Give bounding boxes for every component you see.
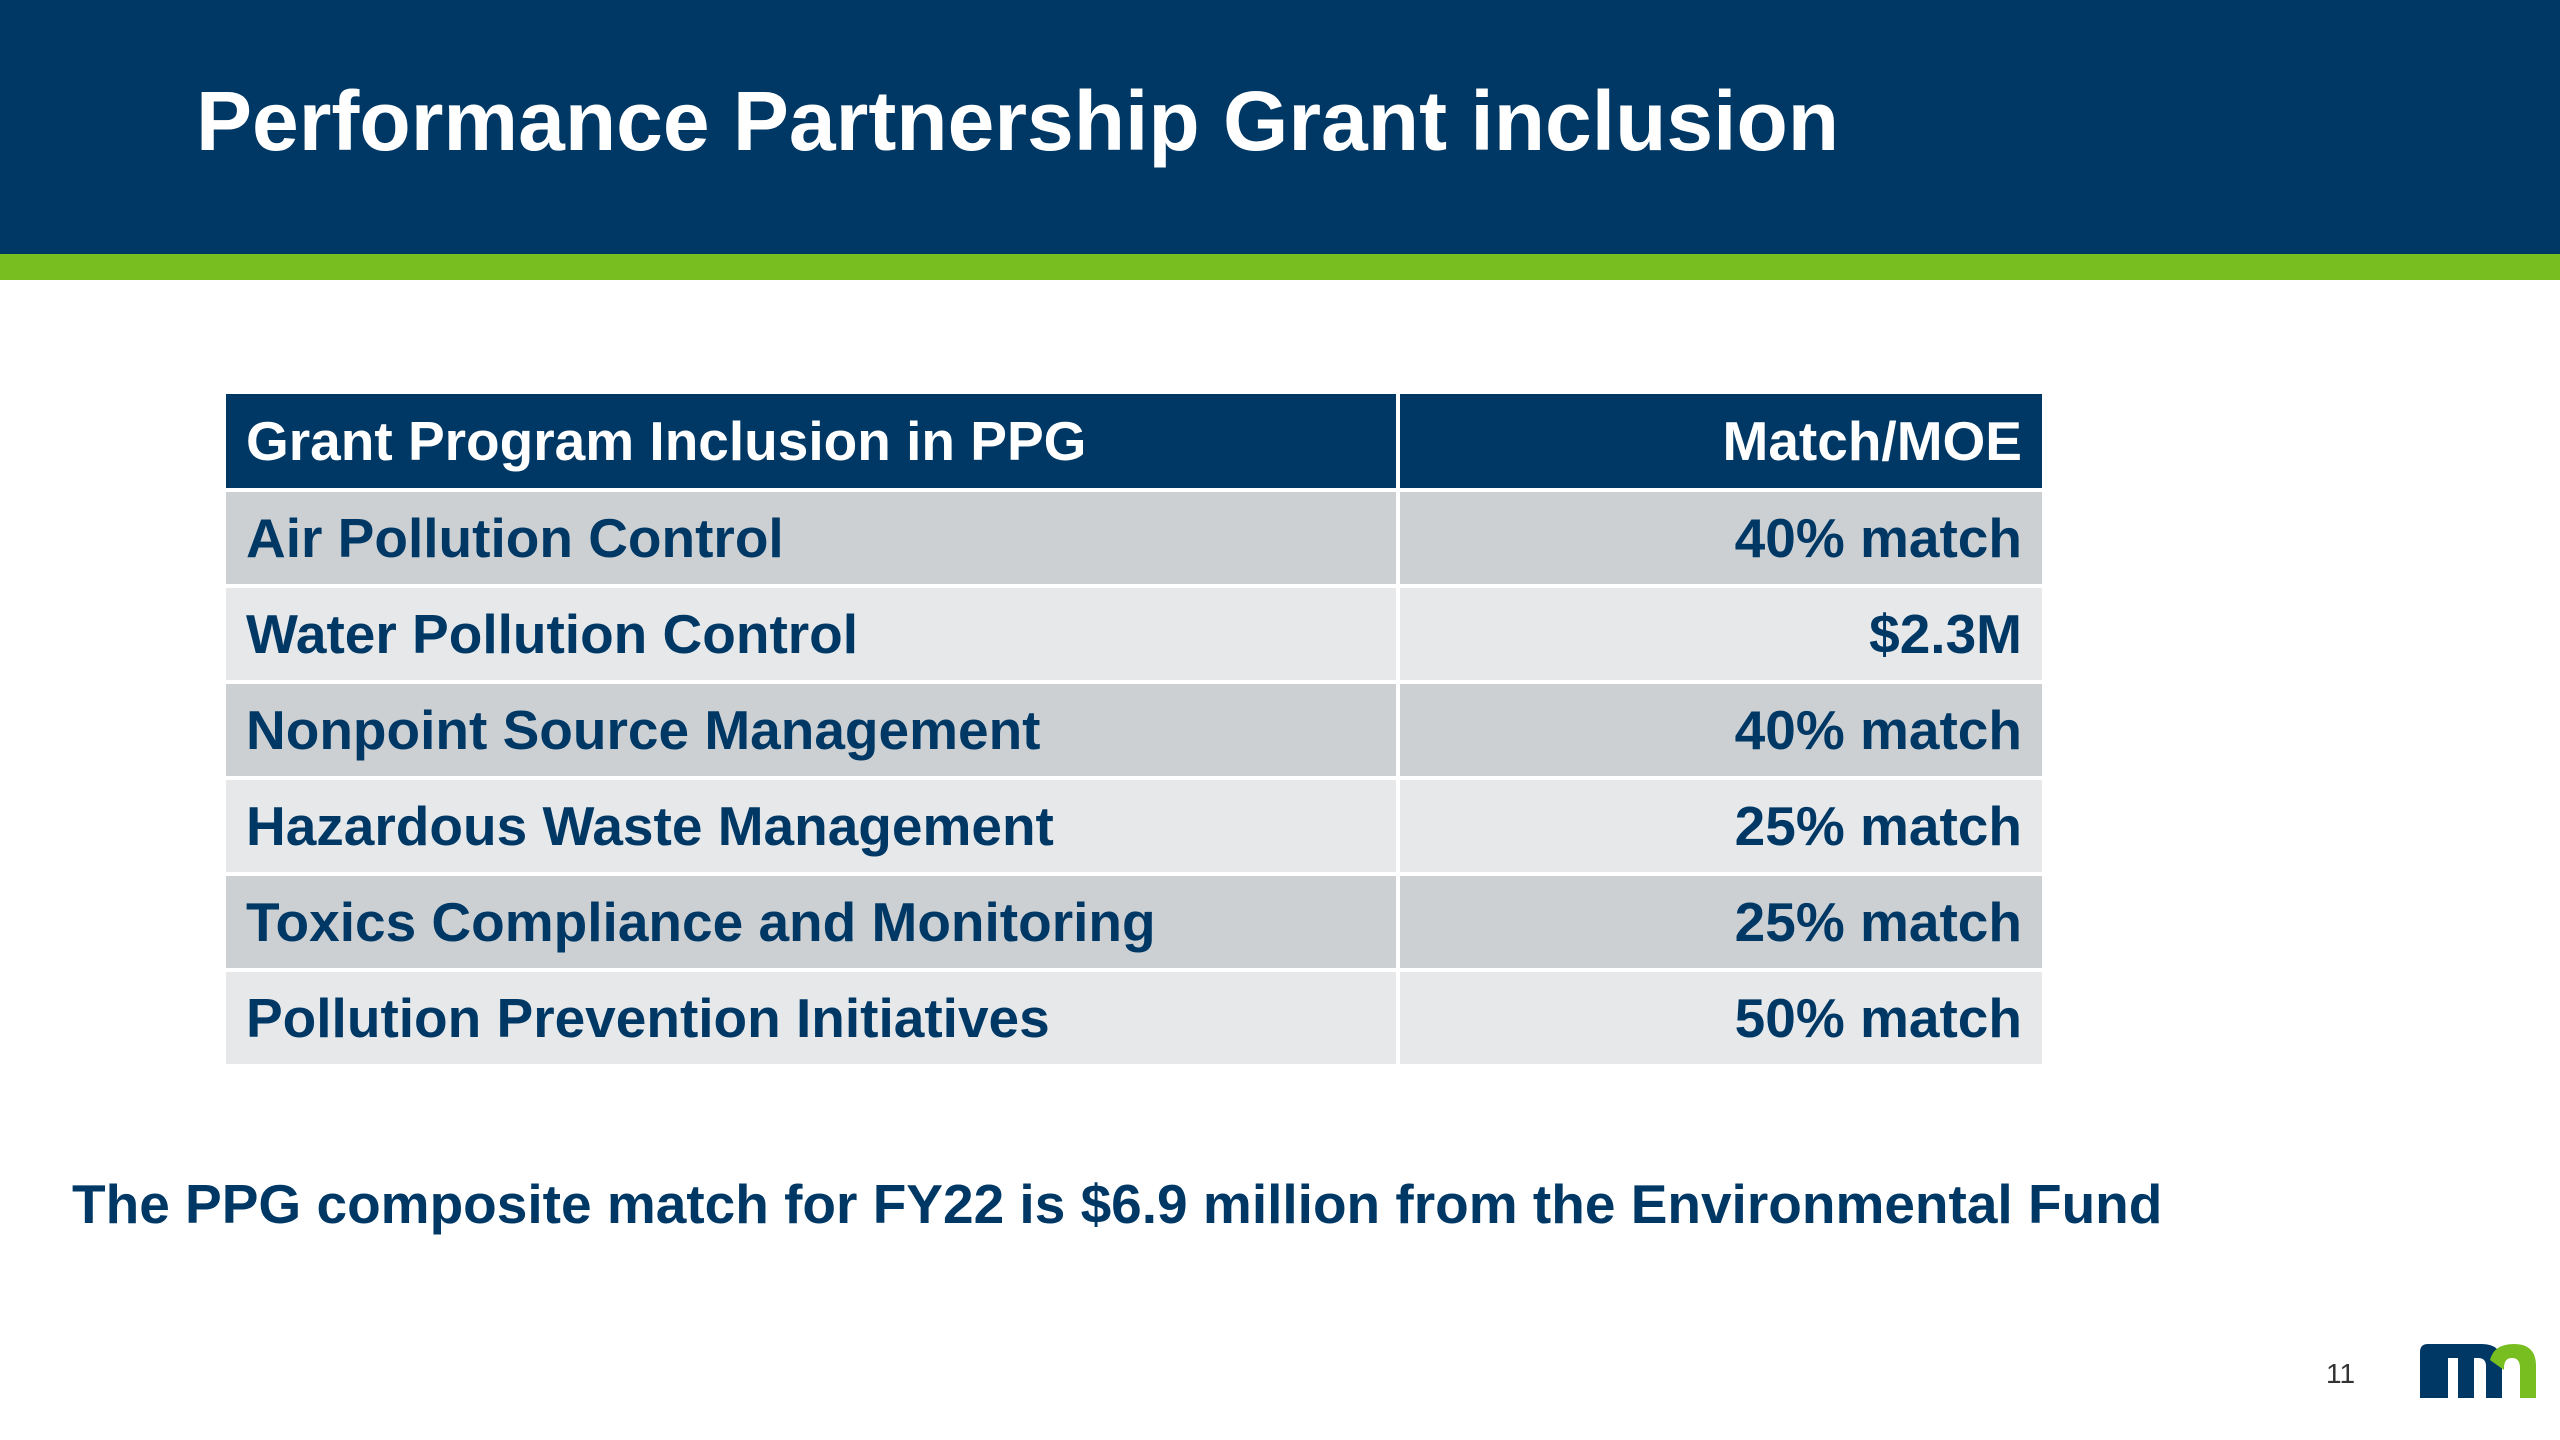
slide-header: Performance Partnership Grant inclusion bbox=[0, 0, 2560, 254]
composite-match-note: The PPG composite match for FY22 is $6.9… bbox=[72, 1173, 2163, 1235]
accent-bar bbox=[0, 254, 2560, 280]
program-cell: Nonpoint Source Management bbox=[226, 682, 1400, 780]
match-cell: 40% match bbox=[1398, 490, 2042, 588]
table-row: Hazardous Waste Management 25% match bbox=[226, 778, 2042, 876]
match-cell: $2.3M bbox=[1398, 586, 2042, 684]
match-cell: 25% match bbox=[1398, 874, 2042, 972]
table-row: Air Pollution Control 40% match bbox=[226, 490, 2042, 588]
page-number: 11 bbox=[2326, 1358, 2356, 1389]
table-row: Pollution Prevention Initiatives 50% mat… bbox=[226, 970, 2042, 1068]
program-cell: Air Pollution Control bbox=[226, 490, 1400, 588]
match-cell: 25% match bbox=[1398, 778, 2042, 876]
match-cell: 50% match bbox=[1398, 970, 2042, 1068]
program-cell: Toxics Compliance and Monitoring bbox=[226, 874, 1400, 972]
grant-table: Grant Program Inclusion in PPG Match/MOE… bbox=[226, 394, 2042, 1068]
slide-title: Performance Partnership Grant inclusion bbox=[196, 74, 1840, 168]
header-program: Grant Program Inclusion in PPG bbox=[226, 394, 1400, 492]
program-cell: Hazardous Waste Management bbox=[226, 778, 1400, 876]
table-header-row: Grant Program Inclusion in PPG Match/MOE bbox=[226, 394, 2042, 492]
table-row: Nonpoint Source Management 40% match bbox=[226, 682, 2042, 780]
match-cell: 40% match bbox=[1398, 682, 2042, 780]
mn-logo-icon bbox=[2420, 1344, 2536, 1398]
program-cell: Pollution Prevention Initiatives bbox=[226, 970, 1400, 1068]
program-cell: Water Pollution Control bbox=[226, 586, 1400, 684]
table-row: Toxics Compliance and Monitoring 25% mat… bbox=[226, 874, 2042, 972]
header-match: Match/MOE bbox=[1398, 394, 2042, 492]
table-row: Water Pollution Control $2.3M bbox=[226, 586, 2042, 684]
